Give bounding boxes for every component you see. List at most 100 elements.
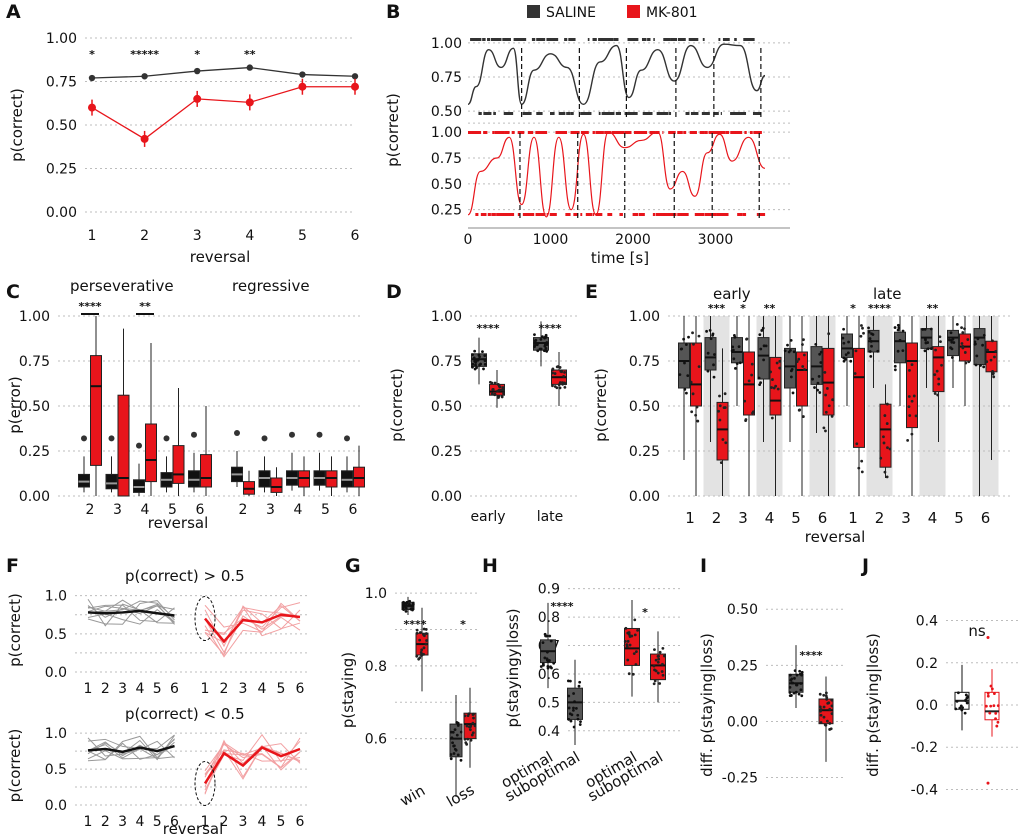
g-box-mk801-point [471,713,475,717]
b-choice-tick [658,213,664,216]
h-box-mk801-point [625,645,629,648]
b-choice-tick [599,131,604,134]
d-box-mk801-point [497,396,500,399]
h-box-mk801-point [627,672,631,676]
e-y-tick: 1.00 [629,309,660,325]
f-y-tick: 0.5 [45,627,67,643]
b-x-tick: 2000 [615,232,651,248]
e-box-mk801-box [853,347,865,448]
b-choice-tick [616,38,619,41]
e-box-mk801-point [939,340,942,344]
d-box-mk801-point [493,393,497,397]
h-box-mk801-point [633,618,637,622]
e-box-mk801-point [960,326,963,330]
e-box-mk801-point [963,351,967,354]
e-box-saline-point [950,347,954,351]
e-box-mk801-point [937,382,941,386]
g-box-mk801-point [425,639,428,642]
i-box-mk801-point [822,693,826,697]
e-box-mk801-point [908,368,911,372]
d-significance: **** [476,322,499,335]
e-significance: * [740,302,746,315]
e-significance: ** [927,302,939,315]
e-box-mk801-point [991,372,995,375]
g-box-mk801-point [415,654,419,658]
b-choice-tick [664,112,669,115]
e-box-mk801-point [824,393,828,397]
g-box-mk801-point [424,632,428,635]
e-box-saline-point [819,350,823,354]
d-box-saline-point [483,354,487,358]
b-choice-tick [664,38,671,41]
b-choice-tick [484,131,488,134]
e-box-saline-point [708,329,712,332]
b-choice-tick [536,112,542,115]
j-box-saline-point [954,707,958,711]
panel-label-b: B [386,1,400,23]
g-box-mk801-point [471,731,475,735]
b-choice-tick [531,38,536,41]
e-box-mk801-point [986,348,990,352]
h-y-tick: 0.4 [538,724,560,740]
e-box-saline-point [973,340,977,344]
f-x-tick: 4 [135,681,144,697]
e-box-saline-point [734,366,737,370]
b-y-tick: 0.75 [431,70,462,86]
i-box-mk801-point [822,705,826,709]
e-box-mk801-point [776,387,780,391]
e-significance: ** [764,302,776,315]
panel-c-group-regressive: regressive [232,277,310,295]
e-box-mk801-point [933,373,937,377]
e-box-mk801-point [778,366,782,370]
f-y-tick: 0.5 [45,762,67,778]
d-box-saline-point [482,367,485,371]
h-box-saline-point [578,723,582,726]
c-outlier [289,431,295,438]
d-box-mk801-point [560,370,564,374]
b-choice-tick [505,38,511,41]
f-x-tick: 6 [296,814,305,830]
e-box-saline-point [867,330,871,334]
b-choice-tick [550,112,555,115]
e-box-mk801-point [885,402,889,406]
i-box-saline-point [799,682,803,685]
g-box-saline-point [411,603,415,606]
c-outlier [261,435,268,442]
b-choice-tick [652,131,656,134]
e-box-saline-point [706,351,710,355]
b-choice-tick [476,131,482,134]
h-box-saline-point [544,634,547,638]
j-box-saline-point [955,699,959,703]
e-box-saline-point [893,368,897,372]
j-box-saline-point [966,695,970,699]
f-subject-line-saline [87,600,175,625]
d-box-saline-point [478,355,481,359]
d-box-mk801-point [563,385,567,389]
b-choice-tick [624,131,632,134]
j-y-tick: -0.2 [911,740,938,756]
c-x-label: reversal [148,514,209,532]
d-box-saline-point [477,357,481,361]
e-box-saline-point [814,342,818,346]
e-box-saline-point [849,359,853,363]
j-y-tick: 0.0 [916,698,938,714]
e-box-saline-point [737,345,741,348]
b-choice-tick [661,112,666,115]
g-box-saline-point [454,748,458,752]
e-box-mk801-point [795,360,799,363]
e-box-mk801-point [824,410,828,414]
h-box-saline-point [567,694,571,698]
b-choice-tick [503,213,510,216]
g-box-saline-point [407,602,411,606]
e-box-mk801-point [989,358,993,362]
b-mk801-curve [467,131,766,218]
e-box-saline-point [819,361,823,364]
e-box-mk801-point [910,399,914,403]
i-box-saline-point [791,681,795,685]
e-box-mk801-point [690,410,694,414]
b-choice-tick [586,213,589,216]
i-box-mk801-point [828,707,832,711]
e-box-mk801-point [744,418,748,421]
d-box-saline-point [535,343,539,347]
e-box-mk801-point [697,365,701,369]
